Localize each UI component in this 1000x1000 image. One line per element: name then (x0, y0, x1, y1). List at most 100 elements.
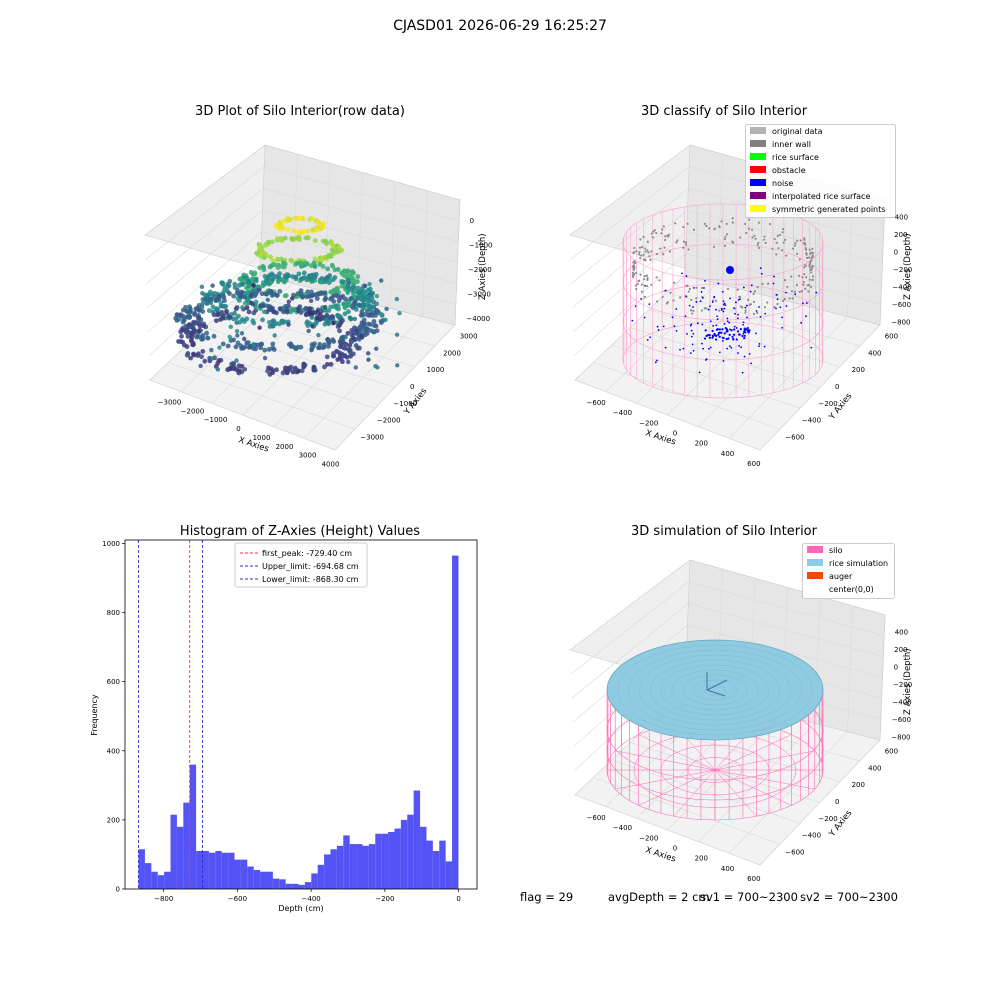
inner-wall-point (642, 235, 645, 239)
raw-point (286, 273, 292, 279)
histogram-bar (247, 866, 254, 889)
auger-shaft (706, 689, 726, 697)
raw-point (342, 311, 348, 317)
inner-wall-point (686, 284, 689, 287)
raw-point (232, 281, 238, 287)
noise-point (772, 282, 775, 285)
z-tick-label: −1000 (469, 242, 493, 250)
x-tick-label: −3000 (158, 398, 182, 406)
legend-label: symmetric generated points (772, 205, 885, 214)
raw-point (312, 238, 318, 244)
x-tick-label: 200 (695, 855, 708, 863)
raw-point (322, 364, 327, 370)
silo-ring (622, 283, 824, 361)
inner-wall-point (635, 271, 638, 275)
raw-point (355, 289, 361, 294)
raw-point (321, 344, 327, 350)
raw-point (251, 343, 256, 348)
histogram-bar (196, 850, 203, 889)
simulation-3d-plot: −600 −400 −200 0 200 400 600 600 400 200 0 −200 −40… (569, 559, 913, 883)
noise-point (675, 329, 678, 332)
raw-point (277, 271, 282, 277)
raw-point (191, 328, 197, 334)
noise-point (815, 291, 818, 294)
noise-point (725, 328, 729, 331)
raw-point (200, 291, 205, 296)
noise-point (806, 302, 808, 304)
raw-point (284, 309, 290, 315)
inner-wall-point (767, 282, 770, 285)
noise-point (779, 306, 782, 309)
legend-label: first_peak: -729.40 cm (262, 549, 352, 558)
raw-z-ticks: 0 −1000 −2000 −3000 −4000 (466, 217, 492, 323)
raw-point (257, 265, 263, 271)
inner-wall-point (655, 231, 658, 235)
legend-swatch (807, 572, 823, 579)
y-tick-label: 400 (868, 764, 881, 772)
raw-point (367, 322, 373, 327)
simulation-rice-surface (606, 639, 824, 741)
noise-point (785, 305, 788, 308)
raw-point (194, 334, 200, 340)
raw-point (395, 363, 400, 368)
raw-point (267, 264, 273, 270)
x-tick-label: −600 (587, 814, 606, 822)
raw-point (319, 276, 325, 281)
inner-wall-point (638, 279, 641, 282)
raw-point (349, 327, 355, 333)
raw-point (224, 308, 229, 314)
raw-point (260, 283, 266, 289)
noise-point (720, 307, 723, 310)
inner-wall-point (773, 237, 776, 241)
inner-wall-point (811, 278, 814, 282)
raw-point (234, 367, 240, 373)
raw-point (368, 294, 373, 300)
noise-point (634, 305, 637, 308)
raw-point (264, 241, 269, 247)
rice-grid-ring (617, 644, 813, 736)
raw-point (304, 319, 310, 325)
noise-point (692, 349, 695, 352)
raw-point (267, 319, 272, 325)
raw-point (378, 319, 384, 324)
inner-wall-point (810, 268, 813, 272)
inner-wall-point (682, 225, 685, 229)
inner-wall-point (753, 234, 756, 237)
raw-point (183, 304, 188, 310)
inner-wall-point (775, 253, 778, 256)
inner-wall-point (645, 274, 648, 277)
noise-point (722, 300, 725, 303)
raw-point (368, 311, 373, 317)
raw-point (300, 294, 306, 300)
raw-point (259, 341, 265, 347)
raw-point (187, 324, 193, 330)
noise-point (701, 323, 704, 326)
raw-point (228, 365, 234, 371)
classify-z-label: Z Axies (Depth) (903, 233, 913, 300)
histogram-bar (221, 852, 229, 889)
histogram-bar (292, 883, 299, 889)
noise-point (686, 332, 688, 335)
raw-point (341, 279, 347, 285)
inner-wall-point (705, 224, 708, 228)
raw-point (355, 274, 361, 279)
inner-wall-point (804, 248, 808, 251)
legend-swatch (750, 140, 766, 147)
noise-point (685, 275, 688, 278)
raw-point (196, 328, 202, 334)
raw-point (178, 312, 184, 318)
raw-point (191, 351, 196, 357)
raw-point (215, 312, 221, 318)
raw-point (241, 274, 247, 280)
inner-wall-point (799, 239, 802, 242)
noise-point (723, 332, 726, 335)
y-tick-label: 2000 (443, 349, 461, 357)
raw-point (261, 255, 267, 261)
sv2-text: sv2 = 700~2300 (800, 890, 898, 904)
inner-wall-point (712, 245, 716, 248)
raw-x-ticks: −3000−2000−1000 0 1000 2000 3000 4000 (158, 398, 340, 468)
raw-point (267, 371, 273, 377)
noise-point (775, 293, 778, 296)
inner-wall-point (631, 271, 635, 274)
raw-point (250, 345, 256, 351)
